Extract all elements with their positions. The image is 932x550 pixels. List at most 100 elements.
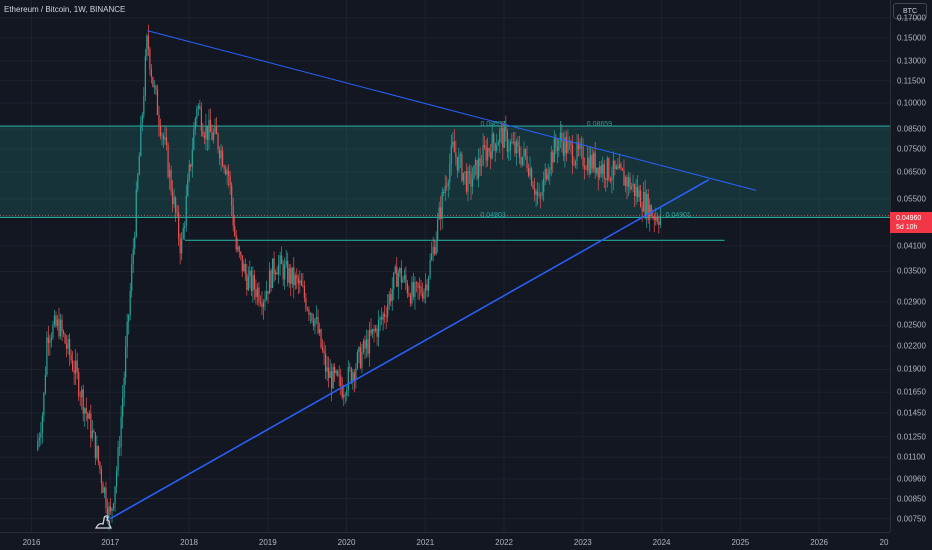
candle-body <box>168 170 171 177</box>
candle-body <box>626 177 628 187</box>
candle-body <box>453 141 455 153</box>
candle-body <box>520 157 522 165</box>
candle-body <box>309 313 312 315</box>
currency-button[interactable]: BTC <box>893 3 927 19</box>
candle-body <box>406 283 408 294</box>
candle-body <box>412 281 415 297</box>
candle-body <box>159 125 162 136</box>
candle-body <box>621 168 624 171</box>
candle-body <box>564 137 566 156</box>
candle-body <box>509 142 511 151</box>
candle-body <box>259 301 262 304</box>
candle-body <box>602 164 604 174</box>
time-axis[interactable] <box>0 532 890 550</box>
last-price-tag: 0.04960 5d 10h <box>890 211 932 233</box>
candle-body <box>117 447 119 472</box>
candle-body <box>96 446 98 459</box>
time-tick-label: 2016 <box>22 538 41 547</box>
candle-body <box>623 170 625 186</box>
price-tick-label: 0.11500 <box>897 76 926 86</box>
candle-body <box>270 270 272 289</box>
candle-body <box>447 182 449 187</box>
candle-body <box>546 169 548 180</box>
candle-body <box>122 397 124 417</box>
candle-body <box>473 165 475 180</box>
candle-body <box>449 163 451 183</box>
candle-body <box>421 293 424 299</box>
time-tick-label: 2024 <box>652 538 671 547</box>
candle-body <box>605 178 607 181</box>
candle-body <box>203 135 206 139</box>
candle-body <box>612 160 614 179</box>
candle-body <box>587 157 589 170</box>
candle-body <box>129 291 131 316</box>
candle-body <box>618 164 621 169</box>
candle-body <box>135 189 137 237</box>
candle-body <box>620 164 622 169</box>
candle-body <box>340 375 342 387</box>
candle-body <box>226 170 228 175</box>
last-price-value: 0.04960 <box>896 214 922 222</box>
candle-body <box>193 128 195 150</box>
candle-body <box>179 238 181 254</box>
candle-body <box>238 246 240 252</box>
candle-body <box>393 272 395 289</box>
candle-body <box>187 179 189 196</box>
candle-body <box>134 236 136 249</box>
candle-body <box>208 119 210 140</box>
candle-body <box>471 179 474 187</box>
trendline-ascending-support <box>109 179 710 520</box>
candle-body <box>265 291 268 300</box>
candle-body <box>632 183 634 187</box>
candle-body <box>373 329 375 331</box>
candle-body <box>537 191 539 196</box>
candle-body <box>646 194 648 216</box>
candle-body <box>535 191 537 195</box>
candle-body <box>108 506 110 518</box>
candle-body <box>90 413 92 439</box>
candle-body <box>591 154 593 169</box>
candle-body <box>285 260 287 265</box>
candle-body <box>282 264 284 280</box>
time-tick-label: 2026 <box>810 538 829 547</box>
time-tick-label: 2019 <box>258 538 277 547</box>
trendline-descending-resistance <box>147 30 757 191</box>
candle-body <box>305 297 307 309</box>
candle-body <box>570 141 572 145</box>
candle-body <box>153 85 156 87</box>
candle-body <box>78 371 80 397</box>
time-tick-label: 2018 <box>180 538 198 547</box>
candle-body <box>102 483 104 493</box>
price-chart[interactable] <box>0 0 890 532</box>
candle-body <box>246 273 248 290</box>
candle-body <box>293 267 295 286</box>
candle-body <box>384 313 386 317</box>
candle-body <box>172 191 174 205</box>
candle-body <box>555 138 557 147</box>
candle-body <box>114 486 116 504</box>
candle-body <box>262 302 265 308</box>
candle-body <box>152 76 154 87</box>
candle-body <box>429 260 431 278</box>
candle-body <box>382 313 384 320</box>
price-tick-label: 0.03500 <box>897 266 926 276</box>
symbol-title[interactable]: Ethereum / Bitcoin, 1W, BINANCE <box>4 5 126 14</box>
price-axis[interactable] <box>890 0 932 532</box>
candle-body <box>374 328 377 331</box>
candle-body <box>225 169 227 175</box>
candle-body <box>243 263 245 272</box>
time-tick-label: 2025 <box>731 538 750 547</box>
chart-pane[interactable]: Ethereum / Bitcoin, 1W, BINANCE <box>0 0 890 532</box>
candle-body <box>579 145 581 150</box>
candle-body <box>223 166 225 170</box>
price-tick-label: 0.13000 <box>897 56 926 66</box>
price-tick-label: 0.01250 <box>897 432 926 442</box>
candle-body <box>609 178 611 181</box>
candle-body <box>61 319 63 332</box>
tradingview-logo-icon[interactable] <box>94 512 116 530</box>
candle-body <box>484 145 486 147</box>
candle-body <box>228 170 230 176</box>
candle-body <box>111 508 113 512</box>
candle-body <box>508 150 510 152</box>
candle-body <box>627 177 630 187</box>
